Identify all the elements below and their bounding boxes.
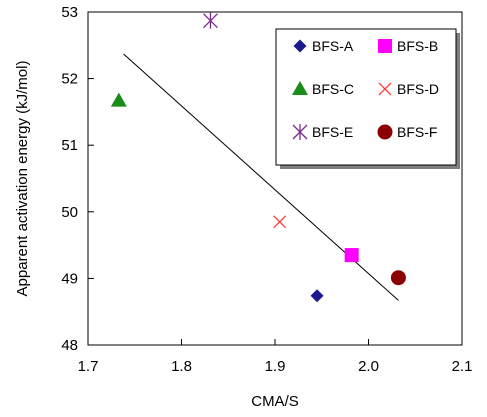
legend-marker (292, 81, 308, 95)
legend-item-bfs-f: BFS-F (377, 124, 437, 140)
legend-item-bfs-e: BFS-E (292, 124, 353, 140)
data-point-bfs-b (344, 248, 359, 263)
legend-marker (378, 82, 392, 96)
y-tick-label: 48 (61, 337, 78, 354)
legend-item-bfs-a: BFS-A (293, 38, 354, 54)
legend-item-bfs-c: BFS-C (292, 81, 354, 97)
y-axis-label: Apparent activation energy (kJ/mol) (14, 61, 31, 297)
data-points (110, 12, 406, 303)
y-tick-label: 52 (61, 71, 78, 88)
data-point-bfs-a (310, 289, 324, 303)
legend-box (275, 28, 457, 166)
legend-label: BFS-B (397, 38, 438, 54)
y-tick-label: 50 (61, 204, 78, 221)
data-point-bfs-f (390, 270, 406, 286)
legend-label: BFS-C (312, 81, 354, 97)
x-tick-label: 1.9 (265, 358, 286, 375)
legend-marker (377, 124, 393, 140)
legend-label: BFS-E (312, 124, 353, 140)
legend: BFS-A BFS-B BFS-C BFS-D BFS-E BFS-F (275, 28, 460, 169)
data-point-bfs-c (110, 92, 127, 107)
y-tick-label: 53 (61, 4, 78, 21)
x-tick-label: 2.1 (452, 358, 473, 375)
legend-marker (378, 39, 392, 53)
x-tick-label: 2.0 (358, 358, 379, 375)
legend-label: BFS-A (312, 38, 354, 54)
legend-marker (293, 39, 307, 53)
x-tick-label: 1.7 (78, 358, 99, 375)
data-point-bfs-d (273, 215, 287, 229)
y-tick-label: 51 (61, 137, 78, 154)
y-tick-label: 49 (61, 270, 78, 287)
legend-item-bfs-b: BFS-B (378, 38, 438, 54)
legend-label: BFS-D (397, 81, 439, 97)
legend-label: BFS-F (397, 124, 437, 140)
legend-item-bfs-d: BFS-D (378, 81, 439, 97)
legend-marker (292, 124, 308, 140)
y-axis: 48 49 50 51 52 53 (61, 4, 94, 354)
x-axis: 1.7 1.8 1.9 2.0 2.1 (78, 339, 473, 375)
data-point-bfs-e (203, 12, 218, 29)
x-axis-label: CMA/S (251, 393, 299, 410)
x-tick-label: 1.8 (171, 358, 192, 375)
